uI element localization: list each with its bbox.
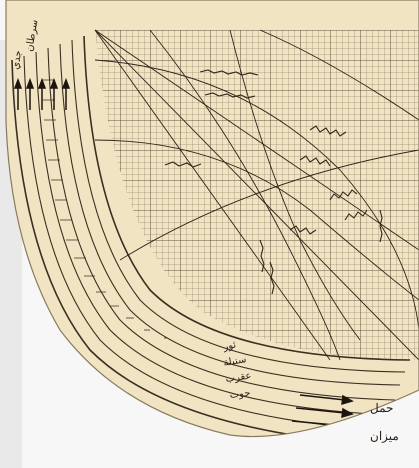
label-right-2: ميزان xyxy=(370,429,399,443)
grid-inscriptions xyxy=(164,69,383,295)
construction-lines xyxy=(94,29,419,361)
label-curve-2: سنبلة xyxy=(223,354,248,369)
outer-scale-bands xyxy=(11,35,411,437)
label-right-1: حمل xyxy=(370,401,393,415)
right-labels: حمل ميزان xyxy=(370,401,399,443)
label-curve-4: حوت xyxy=(229,388,251,401)
quadrant-outline xyxy=(5,0,419,438)
scale-ticks xyxy=(42,79,168,339)
zodiac-labels: ثور سنبلة عقرب حوت xyxy=(221,339,252,401)
left-arrows xyxy=(13,77,71,110)
label-curve-3: عقرب xyxy=(225,370,252,385)
label-top-left-2: جدي xyxy=(10,50,24,71)
label-curve-1: ثور xyxy=(221,339,237,353)
